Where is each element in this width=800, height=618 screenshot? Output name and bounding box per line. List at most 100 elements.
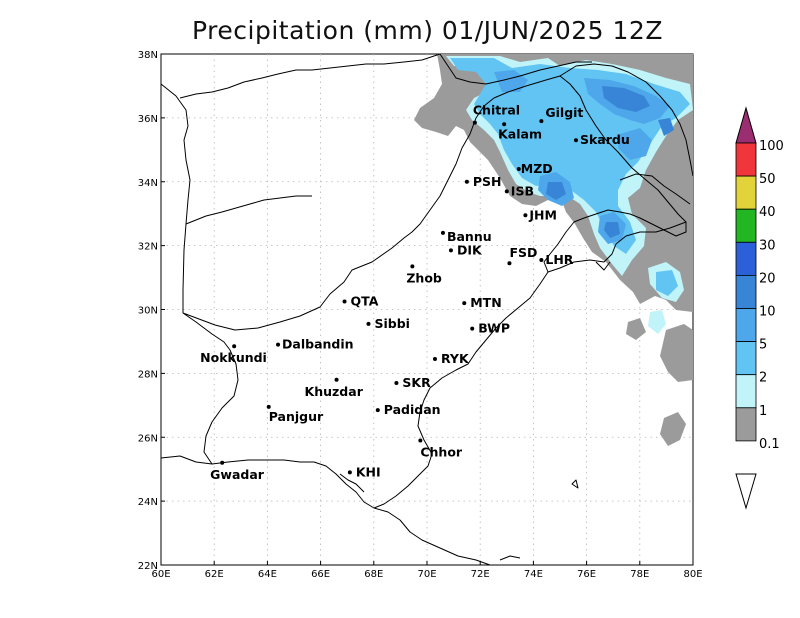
lat-tick-label: 28N — [138, 369, 158, 380]
colorbar-label: 1 — [759, 404, 767, 419]
city-marker — [539, 257, 544, 262]
city-label: Gilgit — [545, 105, 583, 120]
city-label: Gwadar — [210, 467, 265, 482]
colorbar-box — [735, 407, 757, 442]
lat-tick-label: 38N — [138, 50, 158, 61]
city-label: Nokkundi — [200, 350, 267, 365]
city-marker — [347, 470, 352, 475]
lon-tick-label: 68E — [364, 569, 383, 580]
india-coast — [373, 507, 491, 566]
city-marker — [394, 380, 399, 385]
precipitation-field — [414, 54, 693, 446]
lon-tick-label: 74E — [524, 569, 543, 580]
lon-tick-label: 80E — [683, 569, 702, 580]
city-label: ISB — [511, 183, 534, 198]
indus-delta — [339, 473, 365, 493]
colorbar-label: 20 — [759, 271, 776, 286]
city-marker — [410, 264, 415, 269]
lon-tick-label: 66E — [311, 569, 330, 580]
city-label: MZD — [521, 161, 553, 176]
city-marker — [502, 122, 507, 127]
china-border — [619, 173, 691, 205]
city-label: Zhob — [406, 270, 442, 285]
afghanistan-inner — [185, 195, 312, 225]
city-label: Chitral — [473, 103, 520, 118]
precip-darkblue-4 — [658, 118, 674, 136]
city-marker — [366, 321, 371, 326]
city-marker — [507, 261, 512, 266]
lat-tick-label: 26N — [138, 433, 158, 444]
precip-darkblue — [602, 86, 650, 112]
city-label: Sibbi — [374, 316, 409, 331]
city-marker — [266, 404, 271, 409]
city-label: QTA — [351, 294, 379, 309]
colorbar-label: 2 — [759, 371, 767, 386]
city-marker — [448, 248, 453, 253]
precip-gray-east — [660, 324, 693, 382]
colorbar-box — [735, 241, 757, 276]
island-1 — [571, 479, 579, 489]
colorbar-box — [735, 341, 757, 376]
afghanistan-wakhan — [439, 53, 592, 85]
lon-tick-label: 62E — [205, 569, 224, 580]
colorbar-box — [735, 308, 757, 342]
city-marker — [220, 460, 225, 465]
city-label: JHM — [528, 207, 557, 222]
city-marker — [440, 230, 445, 235]
city-marker — [470, 326, 475, 331]
precip-gray-se — [660, 412, 686, 446]
city-marker — [516, 166, 521, 171]
pakistan-border — [182, 75, 687, 509]
city-marker — [462, 301, 467, 306]
city-label: Khuzdar — [305, 384, 364, 399]
precip-lightcyan-se — [648, 310, 666, 334]
afghanistan-north — [179, 53, 441, 99]
gujarat-coast — [499, 555, 521, 561]
city-marker — [232, 344, 237, 349]
lon-tick-label: 60E — [151, 569, 170, 580]
lon-tick-label: 76E — [577, 569, 596, 580]
city-label: Kalam — [498, 126, 542, 141]
lat-tick-label: 30N — [138, 306, 158, 317]
colorbar-label: 100 — [759, 139, 784, 154]
colorbar-label: 50 — [759, 172, 776, 187]
lat-tick-label: 34N — [138, 178, 158, 189]
lat-tick-label: 32N — [138, 242, 158, 253]
colorbar-label: 10 — [759, 305, 776, 320]
city-marker — [504, 189, 509, 194]
city-label: PSH — [473, 174, 502, 189]
city-marker — [334, 377, 339, 382]
colorbar-box — [735, 208, 757, 243]
colorbar-box — [735, 274, 757, 309]
city-label: LHR — [545, 252, 573, 267]
precip-cyan-east — [656, 270, 678, 296]
city-marker — [342, 299, 347, 304]
lat-lon-grid — [161, 54, 693, 565]
lat-tick-label: 24N — [138, 497, 158, 508]
colorbar-box — [735, 175, 757, 210]
city-label: FSD — [509, 245, 537, 260]
precip-gray-mid — [626, 318, 646, 340]
precip-colorbar: 100 50 40 30 20 10 5 2 1 0.1 — [735, 106, 784, 510]
city-marker — [432, 357, 437, 362]
city-marker — [472, 120, 477, 125]
lat-tick-label: 22N — [138, 561, 158, 572]
city-label: RYK — [441, 351, 470, 366]
city-marker — [464, 179, 469, 184]
precip-blue-4 — [618, 128, 652, 160]
colorbar-box — [735, 374, 757, 409]
colorbar-bottom-arrow — [735, 473, 757, 510]
city-marker — [375, 408, 380, 413]
colorbar-top-arrow — [735, 106, 757, 144]
axis-ticks: 60E 62E 64E 66E 68E 70E 72E 74E 76E 78E 80E 22N 24N 2… — [138, 50, 703, 580]
city-label: SKR — [402, 375, 431, 390]
city-marker — [573, 138, 578, 143]
city-marker — [539, 119, 544, 124]
colorbar-label: 30 — [759, 238, 776, 253]
india-border — [547, 221, 687, 273]
precip-darkblue-3 — [604, 222, 620, 238]
colorbar-label: 5 — [759, 338, 767, 353]
map-title: Precipitation (mm) 01/JUN/2025 12Z — [192, 16, 663, 45]
